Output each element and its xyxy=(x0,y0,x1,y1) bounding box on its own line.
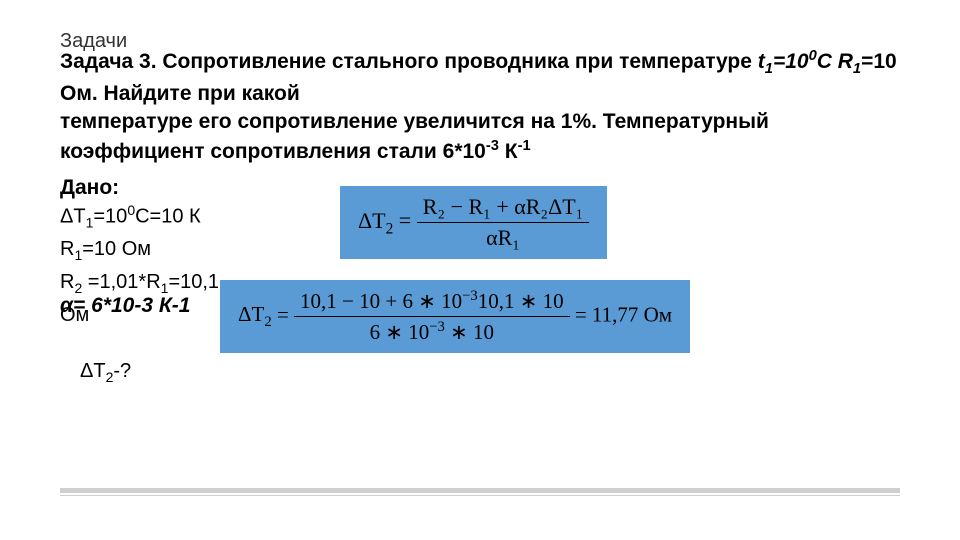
f2-num-b: 10,1 ∗ 10 xyxy=(478,289,564,313)
problem-statement: Задача 3. Сопротивление стального провод… xyxy=(60,47,900,166)
bottom-rules xyxy=(60,488,900,496)
f2-eq: = xyxy=(272,302,294,326)
alpha-overlap: α= 6*10-3 К-1 xyxy=(60,294,190,318)
p-t1supc: 0 xyxy=(809,48,817,64)
p-t1eq: =10 xyxy=(773,50,809,73)
g3c: =10,1 xyxy=(168,271,219,293)
f2-frac: 10,1 − 10 + 6 ∗ 10−310,1 ∗ 10 6 ∗ 10−3 ∗… xyxy=(294,288,570,345)
f2-den-b: ∗ 10 xyxy=(445,320,494,344)
p-line1a: Сопротивление стального проводника при т… xyxy=(157,50,758,73)
g1sup: 0 xyxy=(127,202,135,218)
formula-box-1: ΔT2 = R₂ − R₁ + αR₂ΔT₁ αR₁ xyxy=(340,186,607,259)
ov-sup2: -1 xyxy=(172,294,191,317)
g1b: =10 xyxy=(93,206,127,228)
f2-rhs: = 11,77 Ом xyxy=(570,302,673,326)
formula-box-2: ΔT2 = 10,1 − 10 + 6 ∗ 10−310,1 ∗ 10 6 ∗ … xyxy=(220,280,690,353)
g1a: ΔT xyxy=(60,206,86,228)
p-line2: температуре его сопротивление увеличится… xyxy=(60,110,769,162)
g2a: R xyxy=(60,238,74,260)
f1-frac: R₂ − R₁ + αR₂ΔT₁ αR₁ xyxy=(417,194,590,251)
p-t1sub: 1 xyxy=(765,61,773,77)
p-coefsup2: -1 xyxy=(518,138,531,154)
g3a: R xyxy=(60,271,74,293)
to-find: ΔT2-? xyxy=(80,360,131,385)
ov-sup: -3 xyxy=(134,294,153,317)
g2b: =10 Ом xyxy=(82,238,151,260)
f1-eq: = xyxy=(393,208,416,233)
p-coefsup: -3 xyxy=(486,138,499,154)
p-t1c: С xyxy=(817,50,838,73)
f2-num-sup: −3 xyxy=(462,288,478,304)
rule-thick xyxy=(60,488,900,493)
f2-num-a: 10,1 − 10 + 6 ∗ 10 xyxy=(300,289,462,313)
f2-lhs-sub: 2 xyxy=(264,315,271,331)
f2-den: 6 ∗ 10−3 ∗ 10 xyxy=(294,317,570,345)
f2-den-a: 6 ∗ 10 xyxy=(370,320,430,344)
rule-thin xyxy=(60,495,900,496)
f2-lhs-a: ΔT xyxy=(238,302,264,326)
given-block: ΔT1=100С=10 К R1=10 Ом R2 =1,01*R1=10,1 … xyxy=(60,200,900,460)
ov-tail: К xyxy=(153,294,172,317)
f1-den: αR₁ xyxy=(417,223,590,251)
f1-lhs: ΔT2 xyxy=(358,208,393,233)
p-coeftail: К xyxy=(499,140,518,163)
problem-label: Задача 3. xyxy=(60,50,157,73)
f1-num: R₂ − R₁ + αR₂ΔT₁ xyxy=(417,194,590,223)
p-t1var: t xyxy=(758,50,765,73)
g1c: С=10 К xyxy=(135,206,201,228)
f2-den-sup: −3 xyxy=(429,319,445,335)
find-b: -? xyxy=(113,360,131,382)
ov-a: α= 6*10 xyxy=(60,294,134,317)
p-r1var: R xyxy=(838,50,853,73)
f2-num: 10,1 − 10 + 6 ∗ 10−310,1 ∗ 10 xyxy=(294,288,570,317)
f2-lhs: ΔT2 xyxy=(238,302,272,326)
p-r1sub: 1 xyxy=(853,61,861,77)
g3b: =1,01*R xyxy=(82,271,160,293)
f1-lhs-a: ΔT xyxy=(358,208,386,233)
find-a: ΔT xyxy=(80,360,106,382)
